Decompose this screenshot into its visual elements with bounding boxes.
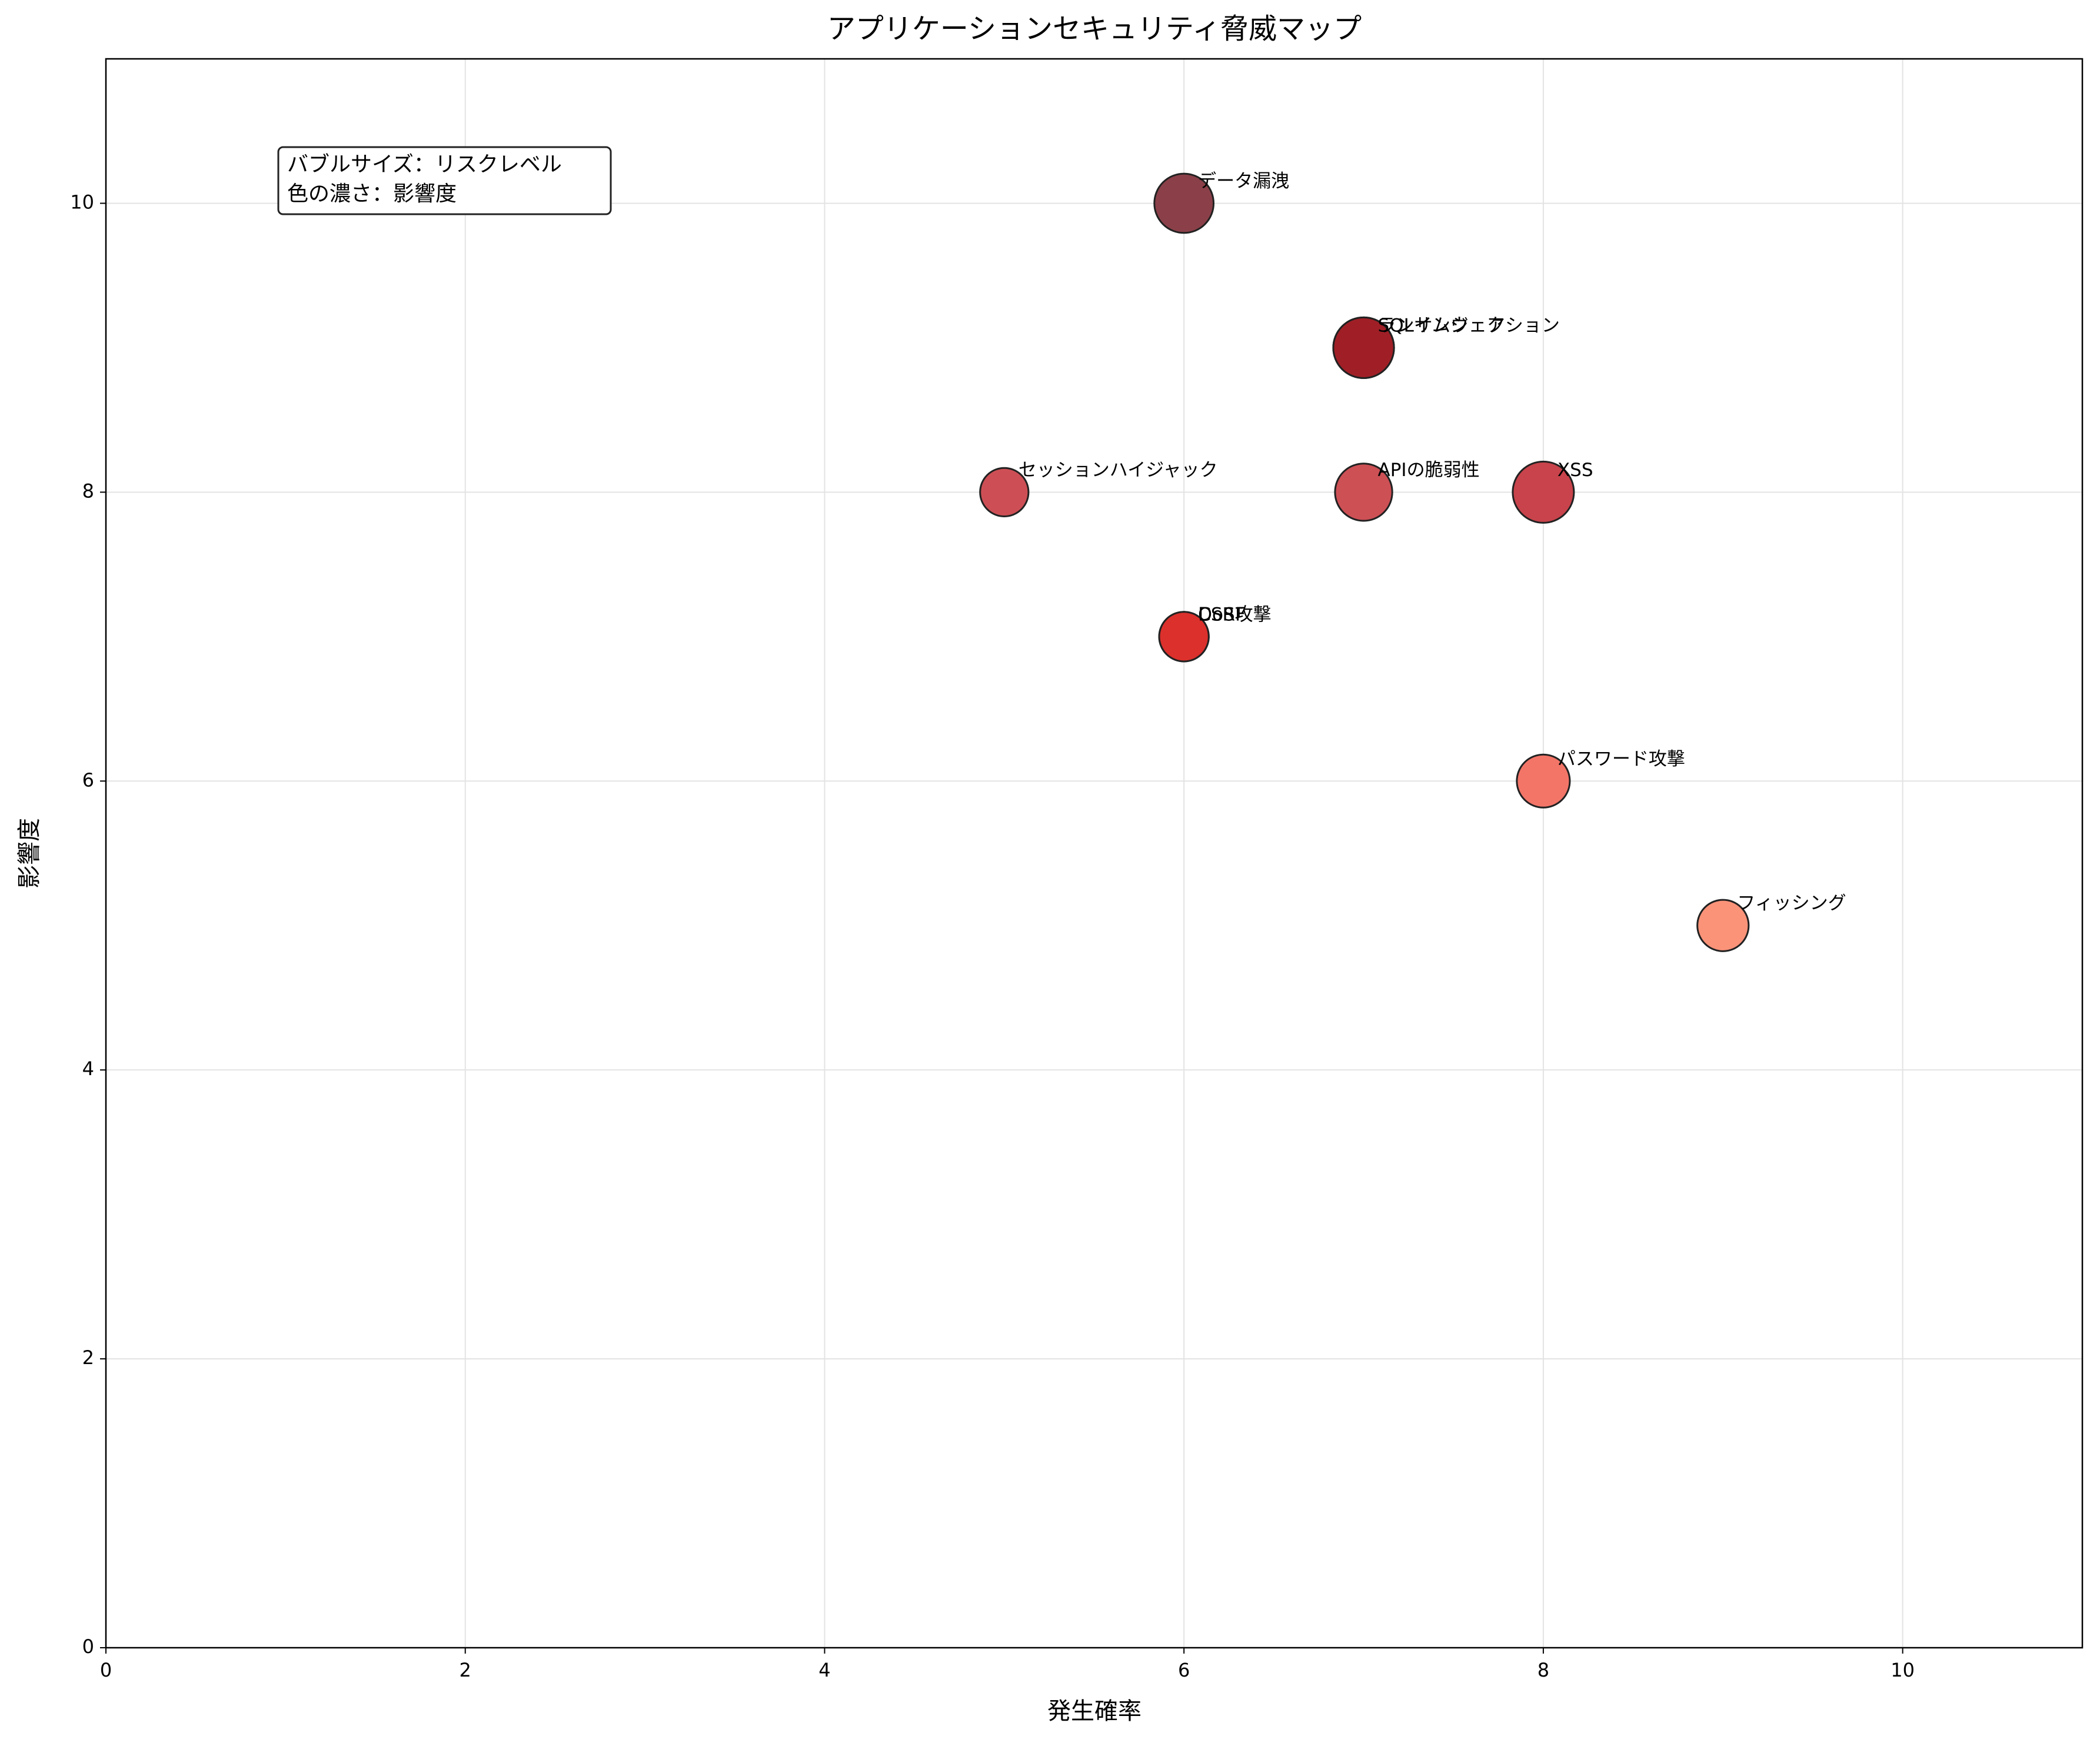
bubble-label: セッションハイジャック (1019, 460, 1218, 481)
bubble-label: データ漏洩 (1198, 171, 1289, 192)
annotation-frame (277, 146, 612, 215)
bubble-label: CSRF (1198, 604, 1246, 625)
bubble-label: パスワード攻撃 (1557, 749, 1685, 770)
annotation-text: 色の濃さ：影響度 (287, 182, 457, 206)
bubble-label: DoS攻撃 (1198, 604, 1272, 625)
bubble (1334, 463, 1393, 522)
y-tick-label: 2 (82, 1346, 94, 1369)
bubble-label: XSS (1557, 460, 1593, 481)
y-tick-label: 8 (82, 480, 94, 502)
bubble (979, 467, 1030, 517)
bubble-label: ランサムウェア (1378, 315, 1505, 336)
bubble (1158, 611, 1210, 663)
x-tick-label: 2 (460, 1659, 471, 1681)
bubble (1332, 316, 1395, 380)
y-axis-label: 影響度 (16, 818, 43, 889)
annotation-text: バブルサイズ：リスクレベル (287, 152, 562, 177)
x-axis-label: 発生確率 (1047, 1698, 1141, 1725)
chart-title: アプリケーションセキュリティ脅威マップ (827, 12, 1362, 45)
x-tick-label: 6 (1178, 1659, 1190, 1681)
x-tick-label: 10 (1891, 1659, 1915, 1681)
x-tick-label: 4 (818, 1659, 830, 1681)
bubble-label: APIの脆弱性 (1378, 460, 1480, 481)
plot-frame (105, 58, 2084, 1649)
bubble (1153, 172, 1215, 234)
y-tick-label: 0 (82, 1635, 94, 1658)
bubble (1516, 753, 1571, 809)
y-tick-label: 6 (82, 769, 94, 791)
bubble-label: SQLインジェクション (1378, 315, 1560, 336)
y-tick-label: 10 (70, 191, 94, 213)
x-tick-label: 8 (1537, 1659, 1549, 1681)
bubble (1696, 899, 1750, 952)
bubble-label: フィッシング (1737, 893, 1846, 914)
y-tick-label: 4 (82, 1057, 94, 1080)
x-tick-label: 0 (100, 1659, 112, 1681)
bubble (1512, 460, 1575, 524)
